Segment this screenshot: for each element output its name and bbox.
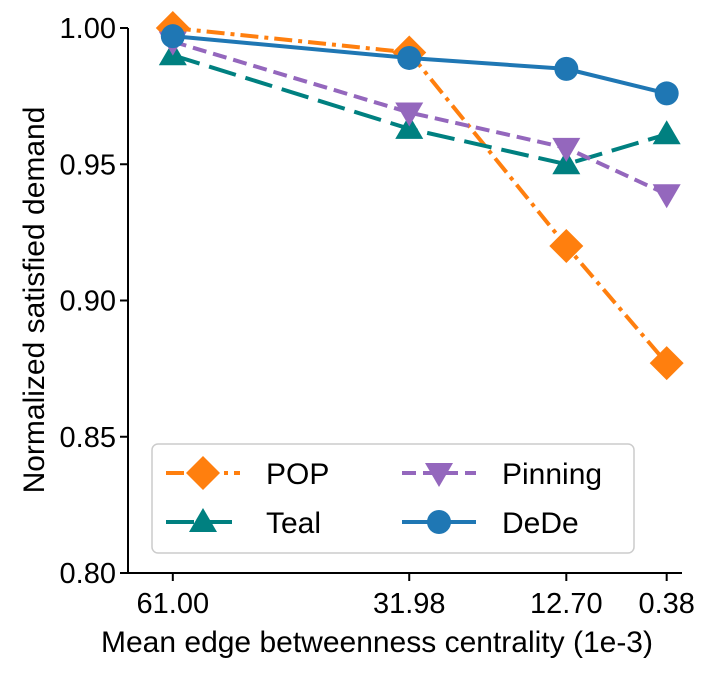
legend-frame (151, 443, 635, 554)
dede-point (397, 45, 422, 70)
y-tick-label: 0.85 (60, 422, 116, 454)
y-tick-label: 1.00 (60, 13, 116, 45)
pinning-point (552, 137, 581, 162)
legend-marker-teal (189, 508, 217, 532)
legend-label-pop: POP (266, 458, 329, 491)
dede-point (160, 24, 185, 49)
y-ticks: 0.80 0.85 0.90 0.95 1.00 (60, 13, 128, 590)
teal-point (395, 114, 424, 139)
x-tick-label: 31.98 (373, 588, 446, 620)
legend-marker-pop (186, 456, 220, 490)
teal-point (552, 150, 581, 175)
legend-marker-pinning (425, 463, 453, 487)
pinning-point (652, 184, 681, 209)
teal-point (652, 120, 681, 145)
pinning-point (395, 102, 424, 127)
series-line-pop (172, 26, 669, 365)
y-tick-label: 0.95 (60, 149, 116, 181)
legend: POP Teal Pinning DeDe (151, 443, 635, 554)
series-line-pinning (172, 39, 668, 197)
series-line-dede (172, 34, 668, 96)
dede-point (554, 56, 579, 81)
series-line-teal (172, 53, 668, 167)
x-tick-label: 61.00 (137, 588, 210, 620)
x-tick-label: 12.70 (530, 588, 603, 620)
y-tick-label: 0.90 (60, 286, 116, 318)
legend-label-teal: Teal (266, 507, 321, 540)
y-tick-label: 0.80 (60, 558, 116, 590)
x-tick-label: 0.38 (638, 588, 694, 620)
y-axis-title: Normalized satisfied demand (18, 107, 51, 494)
legend-label-dede: DeDe (502, 507, 579, 540)
plot-area (155, 11, 684, 381)
legend-marker-dede (427, 510, 451, 534)
x-axis-title: Mean edge betweenness centrality (1e-3) (101, 626, 653, 659)
dede-point (654, 81, 679, 106)
legend-label-pinning: Pinning (502, 458, 602, 491)
x-ticks: 61.00 31.98 12.70 0.38 (137, 573, 695, 620)
pop-point (549, 229, 584, 263)
pop-point (649, 346, 684, 381)
